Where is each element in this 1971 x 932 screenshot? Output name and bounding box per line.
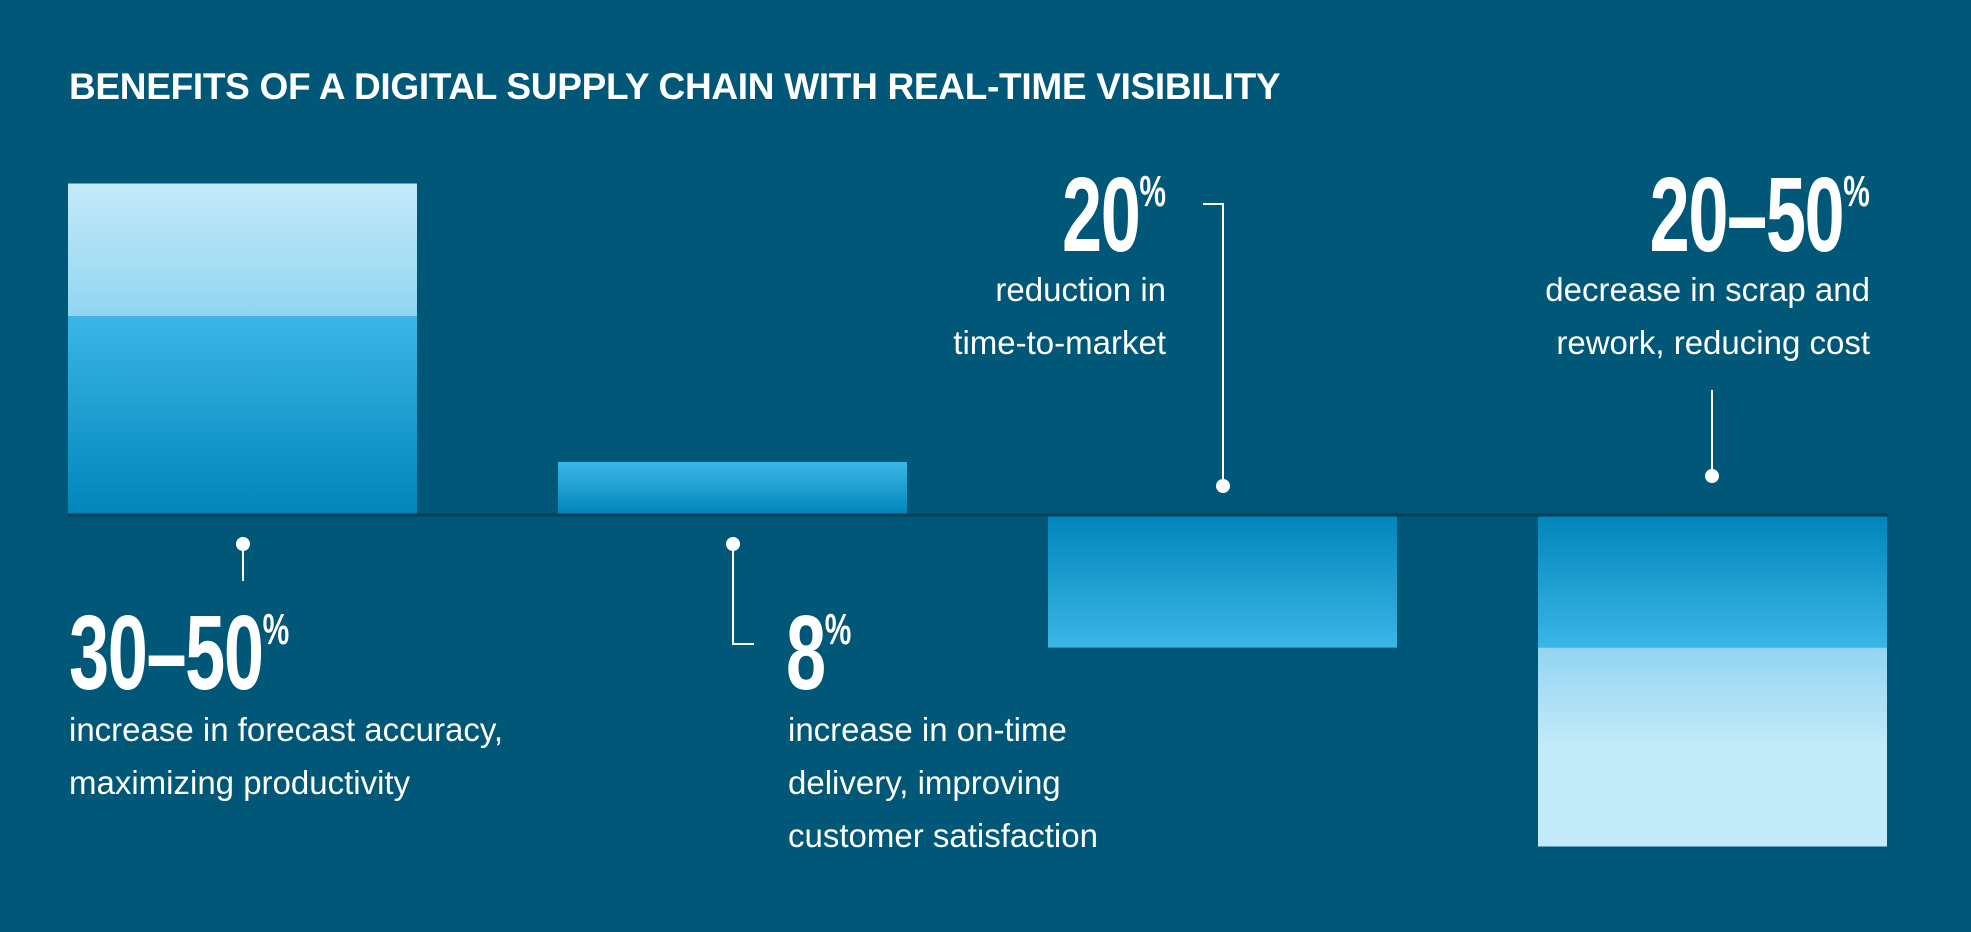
stat-description-3: reduction in time-to-market <box>953 263 1166 369</box>
description-line: increase in on-time <box>788 711 1067 748</box>
bar-2-low <box>1048 515 1397 648</box>
bar-0-high <box>68 183 417 317</box>
connectors <box>236 203 1719 645</box>
description-line: rework, reducing cost <box>1556 324 1870 361</box>
stat-value-1: 30–50% <box>69 594 290 712</box>
bar-3-low <box>1538 515 1887 648</box>
description-line: delivery, improving <box>788 764 1061 801</box>
chart-title: BENEFITS OF A DIGITAL SUPPLY CHAIN WITH … <box>69 66 1281 107</box>
description-line: customer satisfaction <box>788 817 1098 854</box>
description-line: reduction in <box>995 271 1166 308</box>
stat-description-2: increase in on-time delivery, improving … <box>788 703 1098 862</box>
connector-line-2 <box>732 544 754 645</box>
description-line: time-to-market <box>953 324 1166 361</box>
bar-1-low <box>558 461 907 515</box>
description-line: increase in forecast accuracy, <box>69 711 504 748</box>
stat-value-3: 20% <box>1061 156 1166 274</box>
description-line: maximizing productivity <box>69 764 411 801</box>
description-line: decrease in scrap and <box>1545 271 1870 308</box>
connector-line-3 <box>1203 203 1224 486</box>
stat-description-1: increase in forecast accuracy, maximizin… <box>69 703 503 809</box>
stat-description-4: decrease in scrap and rework, reducing c… <box>1545 263 1870 369</box>
stat-value-4: 20–50% <box>1649 156 1870 274</box>
stat-value-2: 8% <box>786 594 852 712</box>
bar-0-low <box>68 316 417 515</box>
bar-3-high <box>1538 647 1887 847</box>
